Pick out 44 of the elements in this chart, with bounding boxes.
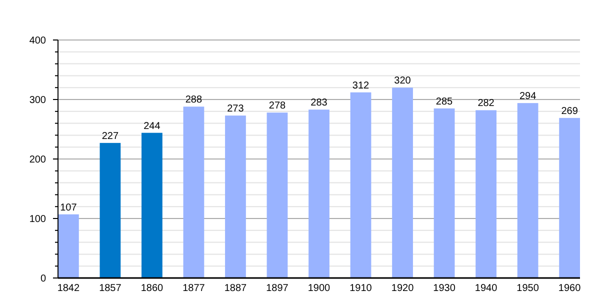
y-tick-label: 400 <box>29 36 46 46</box>
bar <box>476 110 496 278</box>
data-label: 107 <box>60 202 78 214</box>
data-label: 320 <box>394 76 412 87</box>
bar <box>58 214 79 278</box>
bar <box>434 108 455 278</box>
x-tick-label: 1897 <box>266 283 289 294</box>
y-tick-label: 300 <box>29 95 46 106</box>
data-label: 244 <box>144 120 161 132</box>
y-tick-label: 200 <box>29 154 46 166</box>
x-tick-label: 1900 <box>308 283 331 294</box>
data-label: 283 <box>310 98 328 109</box>
bar <box>225 116 246 278</box>
x-tick-label: 1960 <box>558 283 582 294</box>
bar <box>392 88 413 278</box>
bar <box>308 110 330 278</box>
x-tick-label: 1940 <box>474 283 498 294</box>
bar <box>100 142 121 278</box>
bar <box>142 132 162 278</box>
x-tick-label: 1920 <box>391 283 414 294</box>
x-tick-label: 1950 <box>516 283 540 294</box>
x-tick-label: 1857 <box>99 283 122 294</box>
data-label: 285 <box>436 96 454 108</box>
data-label: 294 <box>519 91 537 102</box>
x-tick-label: 1877 <box>182 283 206 294</box>
data-label: 282 <box>478 98 495 110</box>
bar <box>183 106 204 278</box>
data-label: 273 <box>227 104 244 115</box>
bar <box>559 118 580 278</box>
x-tick-label: 1930 <box>433 283 456 294</box>
x-tick-label: 1860 <box>140 283 164 294</box>
x-tick-label: 1842 <box>57 283 80 294</box>
data-label: 278 <box>268 100 286 112</box>
y-tick-label: 0 <box>40 274 46 284</box>
x-tick-label: 1887 <box>224 283 248 294</box>
data-label: 269 <box>561 106 578 117</box>
data-label: 312 <box>352 80 370 92</box>
bar <box>517 103 538 278</box>
x-tick-label: 1910 <box>350 283 372 294</box>
data-label: 227 <box>102 130 119 142</box>
y-tick-label: 100 <box>29 214 46 225</box>
bar <box>266 112 288 278</box>
bar <box>350 92 372 278</box>
data-label: 288 <box>185 94 202 106</box>
